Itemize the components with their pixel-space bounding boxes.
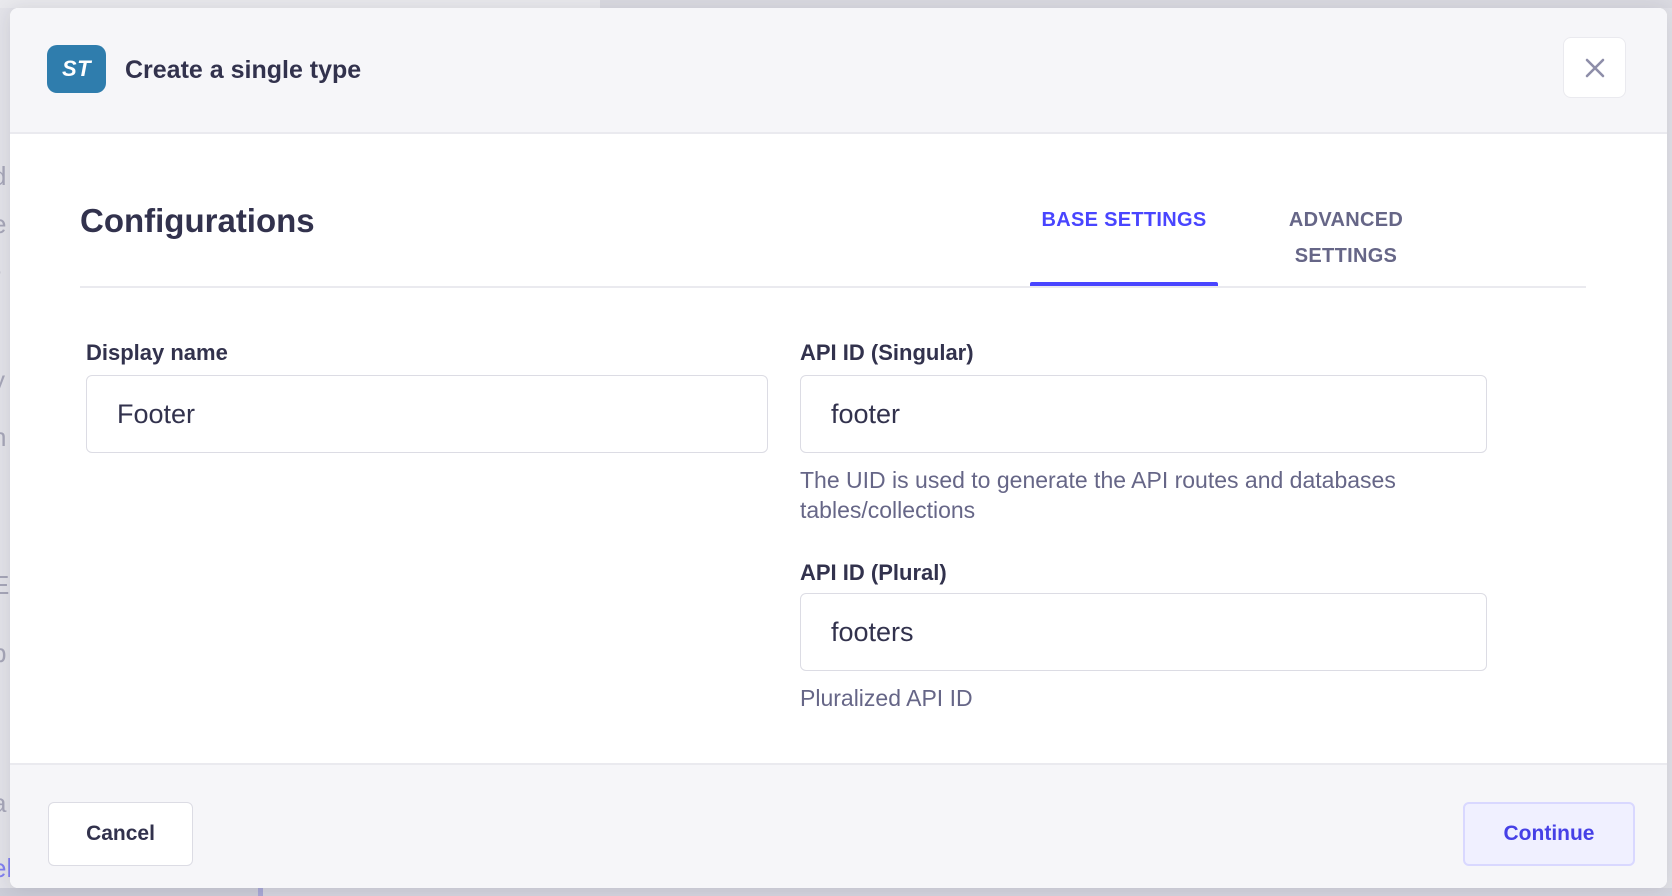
create-single-type-modal: ST Create a single type Configurations B…: [10, 8, 1667, 888]
tabs-divider: [80, 286, 1586, 288]
modal-footer: Cancel Continue: [10, 763, 1667, 888]
active-tab-indicator: [1030, 282, 1218, 288]
api-id-plural-input[interactable]: [800, 593, 1487, 671]
background-text-fragment: b: [0, 640, 6, 666]
background-text-fragment: r: [0, 263, 1, 289]
background-text-fragment: d: [0, 163, 6, 189]
api-id-plural-hint: Pluralized API ID: [800, 685, 973, 711]
close-icon: [1585, 58, 1604, 77]
close-button[interactable]: [1563, 37, 1626, 98]
api-id-singular-label: API ID (Singular): [800, 340, 974, 365]
background-text-fragment: a: [0, 790, 6, 816]
tab-advanced-settings[interactable]: ADVANCED SETTINGS: [1288, 209, 1404, 267]
api-id-plural-label: API ID (Plural): [800, 560, 947, 585]
modal-header: ST Create a single type: [10, 8, 1667, 134]
tab-base-settings[interactable]: BASE SETTINGS: [1041, 209, 1207, 231]
modal-body: Configurations BASE SETTINGS ADVANCED SE…: [10, 134, 1667, 763]
display-name-label: Display name: [86, 340, 228, 365]
section-title: Configurations: [80, 202, 315, 239]
background-text-fragment: y: [0, 367, 5, 393]
background-page: [0, 888, 258, 896]
modal-title: Create a single type: [125, 55, 362, 84]
background-text-fragment: e: [0, 211, 6, 237]
background-text-fragment: el: [0, 853, 10, 883]
cancel-button[interactable]: Cancel: [48, 802, 193, 866]
continue-button[interactable]: Continue: [1463, 802, 1635, 866]
background-text-fragment: E: [0, 570, 10, 600]
background-page-accent: [258, 888, 263, 896]
background-page-edge: t d e r t y n t E b a el: [0, 8, 10, 888]
background-page: [0, 0, 600, 8]
background-text-fragment: n: [0, 424, 6, 450]
background-page: [600, 0, 1672, 8]
display-name-input[interactable]: [86, 375, 768, 453]
api-id-singular-input[interactable]: [800, 375, 1487, 453]
api-id-singular-hint: The UID is used to generate the API rout…: [800, 467, 1396, 523]
single-type-badge: ST: [47, 45, 106, 93]
background-page: [0, 888, 1672, 896]
